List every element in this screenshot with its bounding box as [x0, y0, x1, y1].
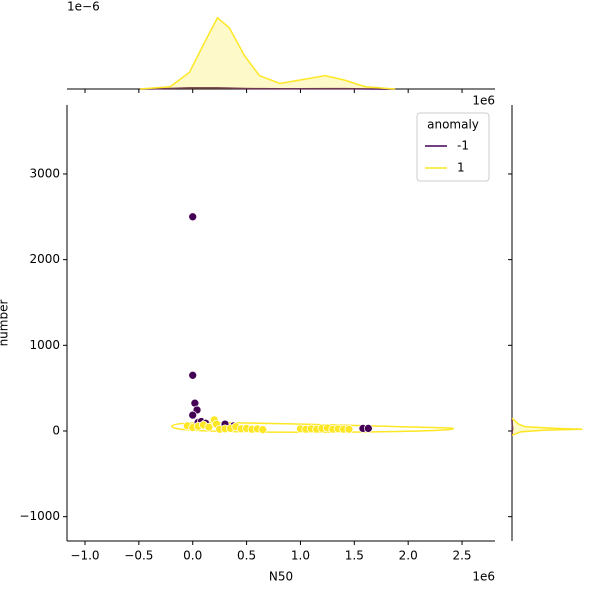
- right-offset-label: 1e6: [472, 94, 495, 108]
- y-label: number: [0, 300, 11, 347]
- point: [204, 422, 214, 432]
- x-tick-label: 2.0: [399, 549, 418, 563]
- x-tick-label: 1.0: [291, 549, 310, 563]
- legend-title: anomaly: [427, 118, 479, 132]
- y-tick-label: 3000: [29, 166, 60, 180]
- x-tick-label: −0.5: [124, 549, 153, 563]
- x-tick-label: 1.5: [345, 549, 364, 563]
- point: [363, 424, 373, 433]
- right-kde-line: [511, 417, 583, 436]
- top-offset-label: 1e−6: [67, 0, 100, 14]
- x-label: N50: [269, 570, 293, 584]
- x-tick-label: 0.5: [237, 549, 256, 563]
- legend-label: -1: [457, 139, 469, 153]
- right-kde-line: [511, 418, 514, 436]
- top-kde-line: [139, 16, 396, 90]
- top-kde-area: [139, 17, 396, 89]
- y-tick-label: 0: [52, 423, 60, 437]
- x-tick-label: 2.5: [452, 549, 471, 563]
- x-tick-label: −1.0: [70, 549, 99, 563]
- right-kde-area: [512, 418, 583, 436]
- x-offset-label: 1e6: [472, 570, 495, 584]
- y-tick-label: 1000: [29, 338, 60, 352]
- y-tick-label: −1000: [19, 509, 60, 523]
- point: [188, 370, 198, 380]
- legend-box: [416, 112, 490, 182]
- y-tick-label: 2000: [29, 252, 60, 266]
- x-tick-label: 0.0: [183, 549, 202, 563]
- legend-label: 1: [457, 161, 465, 175]
- point: [344, 424, 354, 434]
- point: [188, 212, 198, 222]
- point: [258, 425, 268, 435]
- top-kde-line: [139, 87, 396, 90]
- point: [188, 410, 198, 420]
